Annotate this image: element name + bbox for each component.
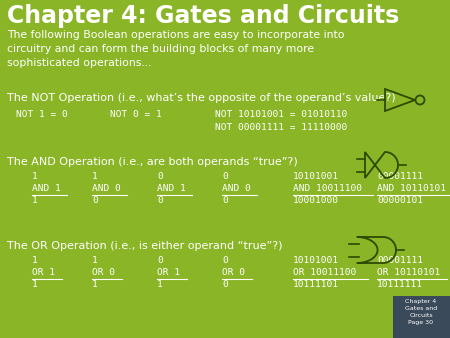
FancyBboxPatch shape [393, 296, 450, 338]
Text: 0: 0 [222, 256, 228, 265]
Text: 00001111: 00001111 [377, 256, 423, 265]
Text: 1: 1 [92, 256, 98, 265]
Text: AND 10110101: AND 10110101 [377, 184, 446, 193]
Text: OR 10011100: OR 10011100 [293, 268, 356, 277]
Text: 1: 1 [32, 280, 38, 289]
Text: OR 1: OR 1 [32, 268, 55, 277]
Text: The NOT Operation (i.e., what’s the opposite of the operand’s value?): The NOT Operation (i.e., what’s the oppo… [7, 93, 396, 103]
Text: 1: 1 [157, 280, 163, 289]
Text: 10111101: 10111101 [293, 280, 339, 289]
Text: AND 10011100: AND 10011100 [293, 184, 362, 193]
Text: The AND Operation (i.e., are both operands “true”?): The AND Operation (i.e., are both operan… [7, 157, 298, 167]
Text: 1: 1 [32, 256, 38, 265]
Text: AND 0: AND 0 [92, 184, 121, 193]
Text: AND 1: AND 1 [157, 184, 186, 193]
Text: 0: 0 [157, 196, 163, 205]
Text: 0: 0 [92, 196, 98, 205]
Text: 0: 0 [222, 172, 228, 181]
Text: 10101001: 10101001 [293, 256, 339, 265]
Text: 0: 0 [157, 172, 163, 181]
Text: 10101001: 10101001 [293, 172, 339, 181]
Text: OR 1: OR 1 [157, 268, 180, 277]
Text: 00000101: 00000101 [377, 196, 423, 205]
Text: 00001111: 00001111 [377, 172, 423, 181]
Text: OR 0: OR 0 [222, 268, 245, 277]
Text: 0: 0 [222, 280, 228, 289]
Text: 1: 1 [32, 196, 38, 205]
Text: 1: 1 [32, 172, 38, 181]
Text: AND 1: AND 1 [32, 184, 61, 193]
Text: NOT 1 = 0: NOT 1 = 0 [16, 110, 68, 119]
Text: NOT 10101001 = 01010110: NOT 10101001 = 01010110 [215, 110, 347, 119]
Text: AND 0: AND 0 [222, 184, 251, 193]
Text: OR 10110101: OR 10110101 [377, 268, 440, 277]
Text: 0: 0 [222, 196, 228, 205]
Text: 10111111: 10111111 [377, 280, 423, 289]
Text: 0: 0 [157, 256, 163, 265]
Text: 10001000: 10001000 [293, 196, 339, 205]
Text: Chapter 4
Gates and
Circuits
Page 30: Chapter 4 Gates and Circuits Page 30 [405, 299, 437, 325]
Text: OR 0: OR 0 [92, 268, 115, 277]
Text: NOT 00001111 = 11110000: NOT 00001111 = 11110000 [215, 123, 347, 132]
Text: The following Boolean operations are easy to incorporate into
circuitry and can : The following Boolean operations are eas… [7, 30, 345, 68]
Text: NOT 0 = 1: NOT 0 = 1 [110, 110, 162, 119]
Text: Chapter 4: Gates and Circuits: Chapter 4: Gates and Circuits [7, 4, 399, 28]
Text: 1: 1 [92, 280, 98, 289]
Text: 1: 1 [92, 172, 98, 181]
Text: The OR Operation (i.e., is either operand “true”?): The OR Operation (i.e., is either operan… [7, 241, 283, 251]
